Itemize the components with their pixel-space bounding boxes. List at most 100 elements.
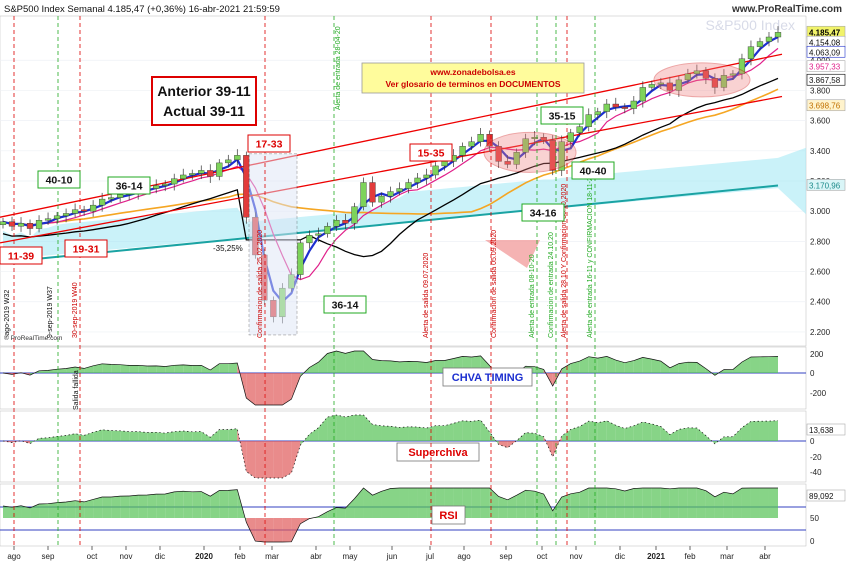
price-marker <box>806 73 846 86</box>
series-soporte <box>2 77 779 258</box>
panel-value-box <box>806 489 846 502</box>
panel-area <box>759 356 769 373</box>
candle <box>468 141 475 147</box>
label-red-box <box>247 134 291 153</box>
candle <box>98 198 106 206</box>
panel-area <box>228 489 238 518</box>
y-tick-label: 2.600 <box>810 268 831 277</box>
panel-area <box>633 488 643 518</box>
candle <box>729 73 737 76</box>
panel-area <box>381 488 391 518</box>
price-marker <box>806 179 846 191</box>
panel-area <box>714 492 724 518</box>
label-green-box <box>540 106 584 125</box>
panel-area <box>174 491 184 518</box>
panel-area <box>597 488 607 518</box>
candle <box>522 138 529 153</box>
candle <box>333 220 340 227</box>
panel-area <box>471 488 481 518</box>
x-tick-label: dic <box>155 552 165 561</box>
candle <box>207 170 214 177</box>
panel-area <box>390 426 400 441</box>
panel-area <box>102 363 112 373</box>
panel-area <box>363 351 373 373</box>
panel-area <box>66 433 76 441</box>
panel-area <box>291 441 301 474</box>
panel-area <box>102 429 112 441</box>
panel-area <box>471 420 481 441</box>
panel-area <box>570 361 580 373</box>
panel-area <box>534 491 544 518</box>
panel-tick: 200 <box>810 350 824 359</box>
x-tick-label: dic <box>615 552 625 561</box>
panel-area <box>579 356 589 373</box>
label-green: 34-16 <box>530 208 557 220</box>
panel-area <box>507 495 517 518</box>
panel-area <box>102 496 112 518</box>
candle <box>657 82 664 85</box>
panel-area <box>399 361 409 373</box>
panel-area <box>219 490 229 518</box>
panel-area <box>228 428 238 441</box>
x-tick-label: oct <box>537 552 548 561</box>
panel-area <box>669 429 679 441</box>
candle <box>62 213 70 216</box>
panel-area <box>345 415 355 441</box>
panel-area <box>84 499 94 518</box>
panel-area <box>390 488 400 518</box>
panel-area <box>57 502 67 518</box>
panel-area <box>480 420 490 441</box>
panel-area <box>165 431 175 441</box>
x-tick-label: 2020 <box>195 552 213 561</box>
panel-area <box>705 435 715 444</box>
label-green-box <box>107 176 151 195</box>
panel-area <box>615 360 625 373</box>
candle <box>243 155 250 218</box>
vertical-note: Confirmacion de salida 05.09.2020 <box>491 230 498 338</box>
panel-area <box>237 428 247 472</box>
panel-area <box>480 488 490 518</box>
panel-area <box>597 356 607 373</box>
panel-area <box>651 359 661 373</box>
candle <box>693 70 701 75</box>
candle <box>53 215 61 219</box>
panel-area <box>543 493 553 518</box>
y-tick-label: 2.200 <box>810 328 831 337</box>
x-tick-label: mar <box>720 552 734 561</box>
panel-area <box>210 363 220 373</box>
price-marker-label: 4.154,08 <box>809 38 841 47</box>
panel-area <box>669 488 679 518</box>
panel-area <box>48 502 58 518</box>
candle <box>459 146 466 156</box>
panel-area <box>201 365 211 373</box>
x-tick-label: nov <box>570 552 583 561</box>
panel-area <box>723 492 733 518</box>
site-url[interactable]: www.zonadebolsa.es <box>429 67 515 77</box>
x-tick-label: oct <box>87 552 98 561</box>
panel-area <box>561 363 571 373</box>
panel-area <box>345 351 355 373</box>
panel-area <box>381 425 391 441</box>
label-green: 36-14 <box>332 300 359 312</box>
candle <box>594 111 601 115</box>
candle <box>612 103 619 108</box>
panel-area <box>597 420 607 441</box>
panel-area <box>498 496 508 518</box>
candle <box>513 152 520 165</box>
label-red: 15-35 <box>418 148 445 160</box>
panel-area <box>732 362 742 373</box>
drawdown-box <box>248 153 298 336</box>
candle <box>675 79 683 91</box>
candle <box>297 242 304 275</box>
panel-area <box>120 496 130 518</box>
panel-tick: -40 <box>810 468 822 477</box>
panel-area <box>336 351 346 373</box>
panel-area <box>741 488 751 518</box>
panel-area <box>606 420 616 441</box>
panel-area <box>318 417 328 441</box>
panel-area <box>147 494 157 518</box>
label-green: 40-10 <box>46 175 73 187</box>
brand-label[interactable]: www.ProRealTime.com <box>731 4 842 15</box>
x-tick-label: feb <box>234 552 246 561</box>
